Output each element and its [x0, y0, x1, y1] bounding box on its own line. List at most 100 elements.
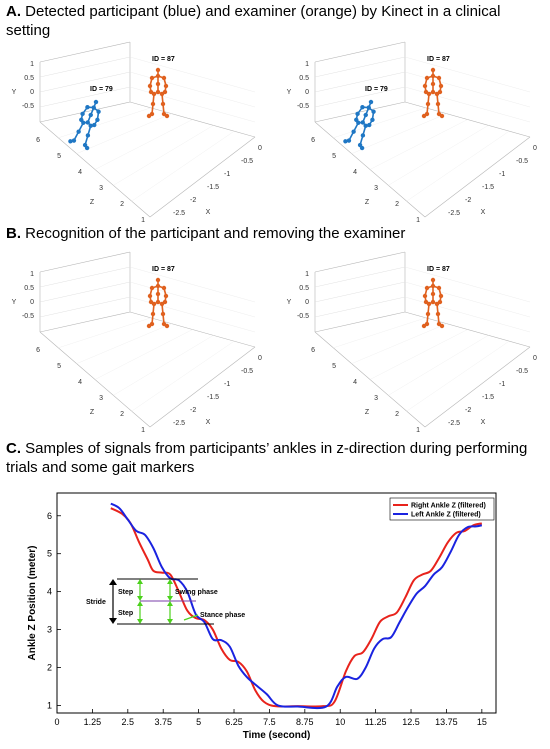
y-axis-title: Ankle Z Position (meter) [27, 545, 38, 660]
skeleton-panel-2: 1 0.5 0 -0.5 Y 6 5 4 3 2 1 Z 0 -0.5 -1 -1.5 -2 -2.5 X ID = … [287, 41, 537, 224]
z-tick-label: 3 [374, 395, 378, 402]
skeleton-joint [424, 75, 430, 81]
x-tick-label: 3.75 [154, 717, 172, 727]
skeleton-joint [430, 283, 436, 289]
skeleton-joint [435, 311, 441, 317]
y-tick-label: 0.5 [299, 75, 309, 82]
examiner-id-label: ID = 87 [427, 56, 450, 63]
swing-arrow-head [167, 596, 173, 601]
skeleton-joint [149, 75, 155, 81]
examiner-skeleton [421, 277, 445, 329]
skeleton-joint [155, 291, 161, 297]
x-tick-label: 0 [533, 355, 537, 362]
skeleton-joint [155, 299, 161, 305]
z-axis-name: Z [365, 199, 370, 206]
examiner-id-label: ID = 87 [152, 266, 175, 273]
skeleton-joint [422, 293, 428, 299]
left-ankle-line [110, 502, 483, 710]
participant-id-label: ID = 79 [90, 86, 113, 93]
examiner-id-label: ID = 87 [427, 266, 450, 273]
grid-line [131, 341, 235, 412]
swing-phase-label: Swing phase [175, 589, 218, 596]
skeleton-plots: 1 0.5 0 -0.5 Y 6 5 4 3 2 1 Z 0 -0.5 -1 -1.5 -2 -2.5 X ID = … [12, 41, 537, 434]
x-tick-label: -2.5 [173, 210, 185, 217]
box-edge [39, 101, 131, 123]
examiner-skeleton [146, 67, 170, 119]
skeleton-joint [426, 91, 432, 97]
z-tick-label: 1 [141, 217, 145, 224]
participant-skeleton [68, 99, 101, 151]
x-tick-label: 0 [258, 145, 262, 152]
x-tick-label: -1.5 [207, 184, 219, 191]
skeleton-joint [351, 129, 356, 134]
grid-line [94, 329, 193, 380]
x-tick-label: -1 [224, 171, 230, 178]
legend-label: Left Ankle Z (filtered) [411, 512, 481, 519]
grid-line [333, 107, 426, 139]
grid-line [406, 131, 510, 202]
skeleton-joint [163, 83, 169, 89]
skeleton-joint [355, 111, 360, 117]
y-axis-name: Y [12, 299, 17, 306]
skeleton-joint [421, 323, 427, 329]
grid-line [39, 71, 131, 93]
x-axis-name: X [206, 419, 211, 426]
y-axis-name: Y [287, 299, 292, 306]
grid-line [131, 131, 235, 202]
step-arrow-lower-head [137, 601, 143, 606]
x-tick-label: -2.5 [173, 420, 185, 427]
box-edge [149, 346, 256, 428]
skeleton-joint [146, 113, 152, 119]
x-tick-label: -1.5 [482, 184, 494, 191]
skeleton-joint [81, 120, 86, 125]
panel-a-title: A. Detected participant (blue) and exami… [6, 2, 526, 40]
stance-arrow [183, 614, 199, 621]
z-tick-label: 6 [36, 347, 40, 354]
skeleton-joint [149, 285, 155, 291]
skeleton-joint [88, 123, 93, 128]
x-tick-label: 0 [54, 717, 59, 727]
y-tick-label: 1 [47, 700, 52, 710]
skeleton-joint [92, 122, 97, 128]
x-tick-label: -2 [190, 407, 196, 414]
y-tick-label: 1 [305, 61, 309, 68]
grid-line [76, 323, 172, 364]
grid-line [314, 296, 406, 318]
z-tick-label: 5 [332, 153, 336, 160]
skeleton-joint [436, 75, 442, 81]
z-tick-label: 1 [141, 427, 145, 434]
y-tick-label: -0.5 [297, 313, 309, 320]
skeleton-joint [430, 89, 436, 95]
stance-arrow-vertical-head [167, 619, 173, 624]
step-arrow-lower-head [137, 619, 143, 624]
stride-label: Stride [86, 599, 106, 606]
skeleton-joint [155, 81, 161, 87]
skeleton-joint [159, 91, 165, 97]
x-tick-label: -1 [224, 381, 230, 388]
x-axis-title: Time (second) [243, 730, 311, 741]
z-tick-label: 4 [353, 169, 357, 176]
y-tick-label: 2 [47, 662, 52, 672]
skeleton-joint [360, 104, 365, 110]
examiner-skeleton [146, 277, 170, 329]
x-tick-label: -2.5 [448, 420, 460, 427]
x-tick-label: 15 [477, 717, 487, 727]
skeleton-joint [96, 109, 101, 114]
grid-line [369, 119, 468, 170]
z-axis-name: Z [365, 409, 370, 416]
grid-line [388, 125, 489, 186]
skeleton-joint [95, 117, 100, 123]
skeleton-joint [155, 89, 161, 95]
skeleton-joint [164, 323, 170, 329]
skeleton-joint [439, 113, 445, 119]
skeleton-joint [363, 112, 368, 118]
grid-line [351, 113, 447, 154]
x-tick-label: -0.5 [516, 368, 528, 375]
x-tick-label: -2 [190, 197, 196, 204]
x-tick-label: 11.25 [365, 717, 387, 727]
panel-b-letter: B. [6, 225, 21, 242]
skeleton-joint [359, 145, 365, 151]
z-tick-label: 2 [120, 411, 124, 418]
box-edge [314, 311, 406, 333]
x-tick-label: -1 [499, 381, 505, 388]
